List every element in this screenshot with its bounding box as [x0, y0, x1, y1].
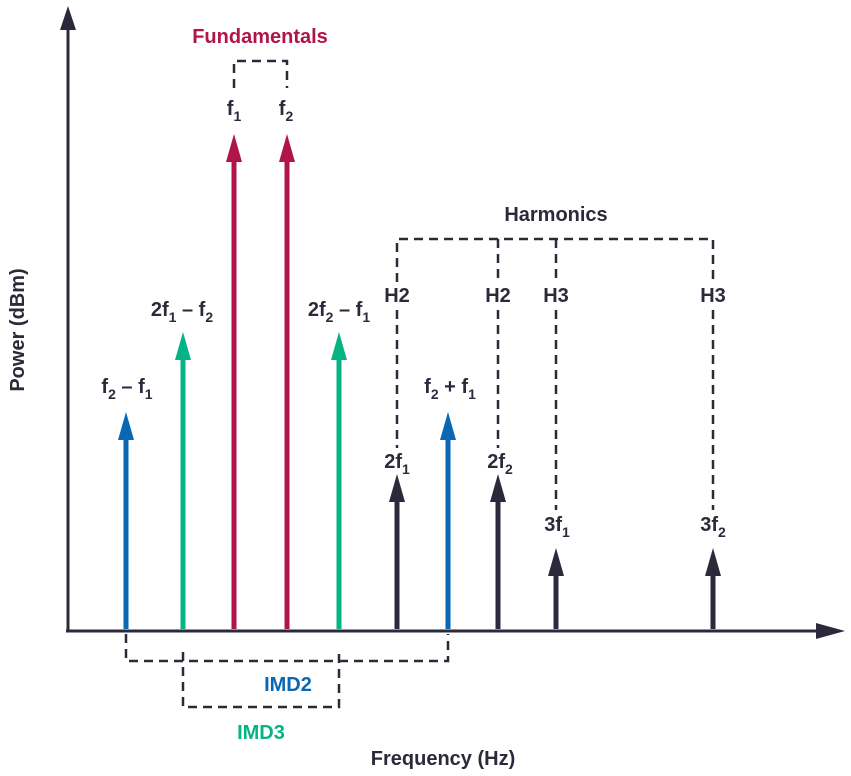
label-3f2: 3f2	[700, 514, 726, 540]
arrow-3f2	[705, 548, 721, 629]
arrow-2f1	[389, 474, 405, 629]
y-axis	[60, 6, 76, 631]
label-2f2-minus-f1: 2f2 – f1	[308, 299, 371, 325]
fundamentals-label: Fundamentals	[192, 26, 328, 48]
label-f1: f1	[227, 98, 242, 124]
tone-arrows	[118, 134, 721, 629]
arrow-2f2-minus-f1	[331, 332, 347, 629]
order-label-2f2: H2	[485, 285, 511, 307]
harmonics-label: Harmonics	[504, 204, 607, 226]
label-f2-plus-f1: f2 + f1	[424, 376, 476, 402]
label-2f2: 2f2	[487, 451, 513, 477]
label-f2-minus-f1: f2 – f1	[101, 376, 152, 402]
label-2f1-minus-f2: 2f1 – f2	[151, 299, 214, 325]
imd3-label: IMD3	[237, 722, 285, 744]
label-2f1: 2f1	[384, 451, 410, 477]
arrow-f1	[226, 134, 242, 629]
y-axis-label: Power (dBm)	[7, 268, 29, 391]
label-f2: f2	[279, 98, 294, 124]
x-axis-label: Frequency (Hz)	[371, 748, 515, 770]
arrow-3f1	[548, 548, 564, 629]
label-3f1: 3f1	[544, 514, 570, 540]
order-label-2f1: H2	[384, 285, 410, 307]
order-label-3f1: H3	[543, 285, 569, 307]
x-axis	[66, 623, 845, 639]
imd2-label: IMD2	[264, 674, 312, 696]
arrow-f2-minus-f1	[118, 412, 134, 629]
order-label-3f2: H3	[700, 285, 726, 307]
arrow-2f1-minus-f2	[175, 332, 191, 629]
fundamentals-bracket	[232, 59, 289, 88]
imd2-bracket	[124, 634, 450, 663]
harmonics-leaders	[395, 310, 715, 510]
arrow-f2-plus-f1	[440, 412, 456, 629]
arrow-2f2	[490, 474, 506, 629]
harmonics-bracket	[395, 237, 715, 282]
arrow-f2	[279, 134, 295, 629]
